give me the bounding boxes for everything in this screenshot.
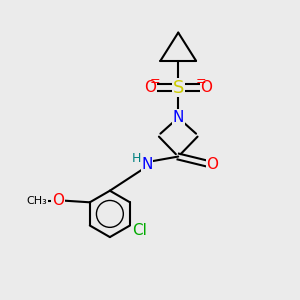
Text: O: O <box>52 193 64 208</box>
Text: CH₃: CH₃ <box>27 196 47 206</box>
Text: N: N <box>172 110 184 125</box>
Text: Cl: Cl <box>132 223 147 238</box>
Text: O: O <box>144 80 156 95</box>
Text: H: H <box>132 152 141 165</box>
Text: =: = <box>196 75 206 88</box>
Text: N: N <box>141 158 153 172</box>
Text: O: O <box>206 158 218 172</box>
Text: =: = <box>150 75 161 88</box>
Text: S: S <box>172 79 184 97</box>
Text: O: O <box>200 80 212 95</box>
